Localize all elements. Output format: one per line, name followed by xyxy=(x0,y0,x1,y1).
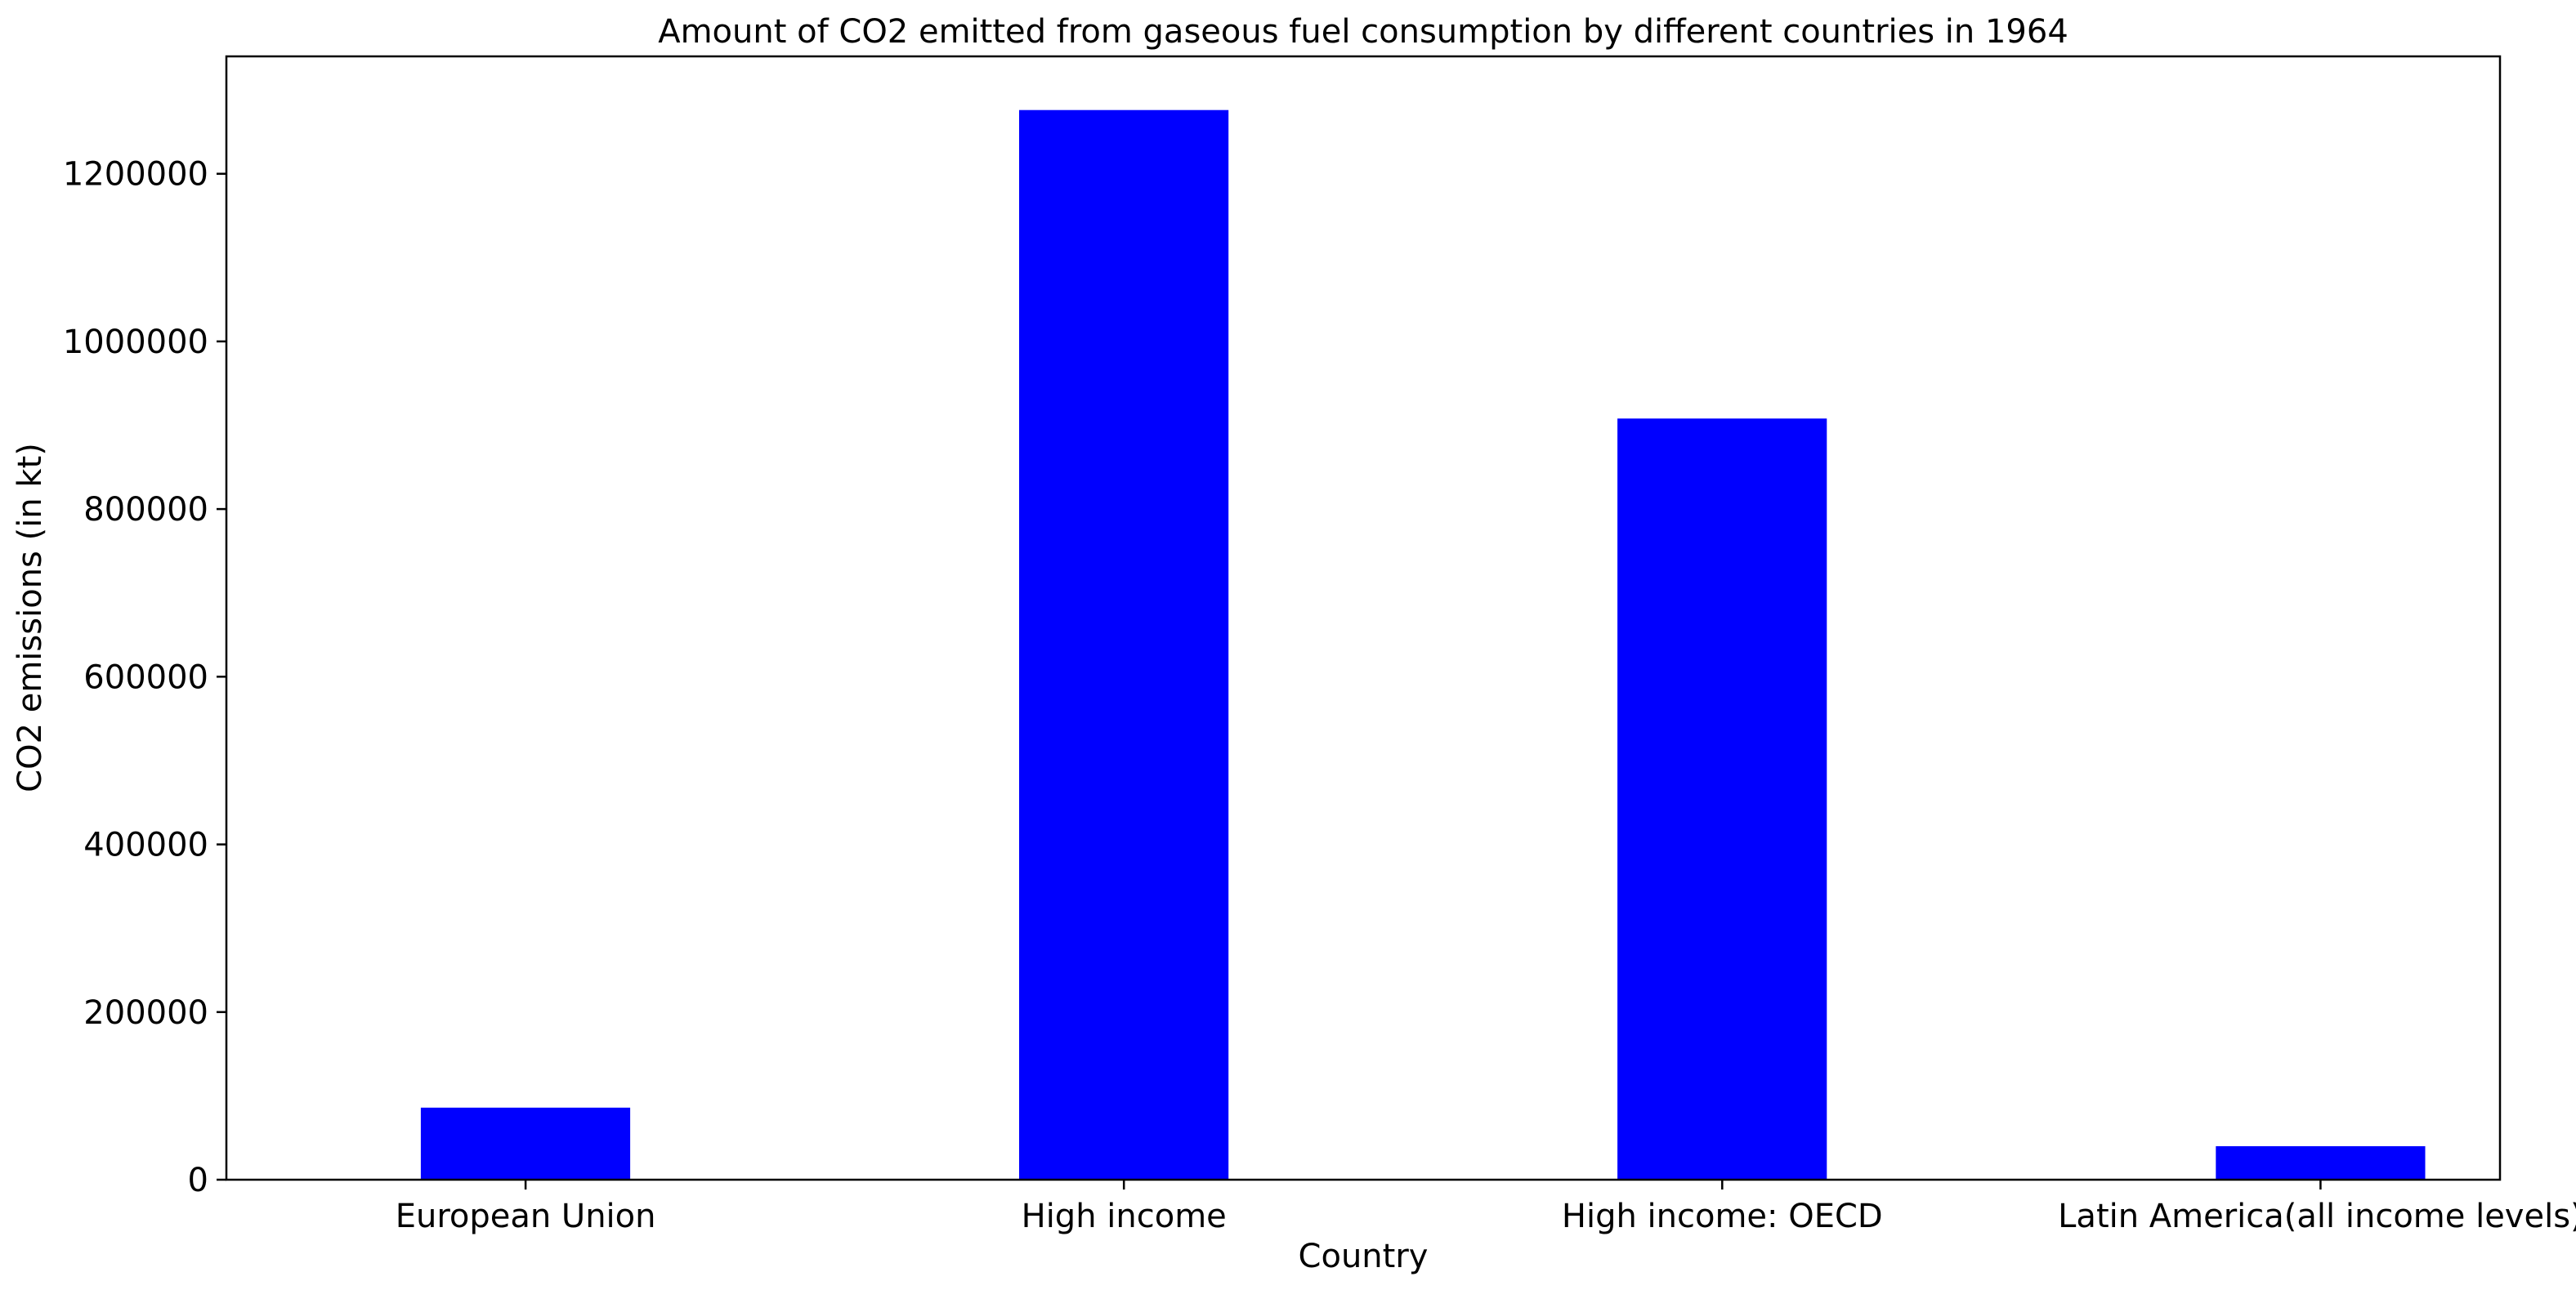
x-axis-ticks: European Union High income High income: OE… xyxy=(396,1180,2576,1235)
x-tick-label-2: High income: OECD xyxy=(1562,1198,1883,1235)
bars-group xyxy=(420,109,2426,1181)
bar-0 xyxy=(420,1107,631,1180)
y-tick-label-2: 400000 xyxy=(83,827,208,864)
y-tick-label-0: 0 xyxy=(188,1162,208,1199)
y-tick-label-5: 1000000 xyxy=(63,324,208,361)
plot-frame xyxy=(225,55,2502,1181)
x-tick-label-3: Latin America(all income levels) xyxy=(2058,1198,2576,1235)
x-tick-label-0: European Union xyxy=(396,1198,656,1235)
bar-2 xyxy=(1617,418,1827,1180)
y-tick-label-4: 800000 xyxy=(83,491,208,529)
y-tick-label-1: 200000 xyxy=(83,994,208,1032)
y-tick-label-6: 1200000 xyxy=(63,156,208,194)
y-tick-label-3: 600000 xyxy=(83,658,208,696)
bar-3 xyxy=(2216,1146,2426,1180)
y-axis-label: CO2 emissions (in kt) xyxy=(11,443,49,792)
x-axis-label: Country xyxy=(1299,1238,1429,1275)
chart-title: Amount of CO2 emitted from gaseous fuel … xyxy=(658,13,2068,51)
bar-1 xyxy=(1019,109,1229,1181)
y-axis-ticks: 0 200000 400000 600000 800000 1000000 1200000 xyxy=(63,156,226,1199)
x-tick-label-1: High income xyxy=(1022,1198,1227,1235)
